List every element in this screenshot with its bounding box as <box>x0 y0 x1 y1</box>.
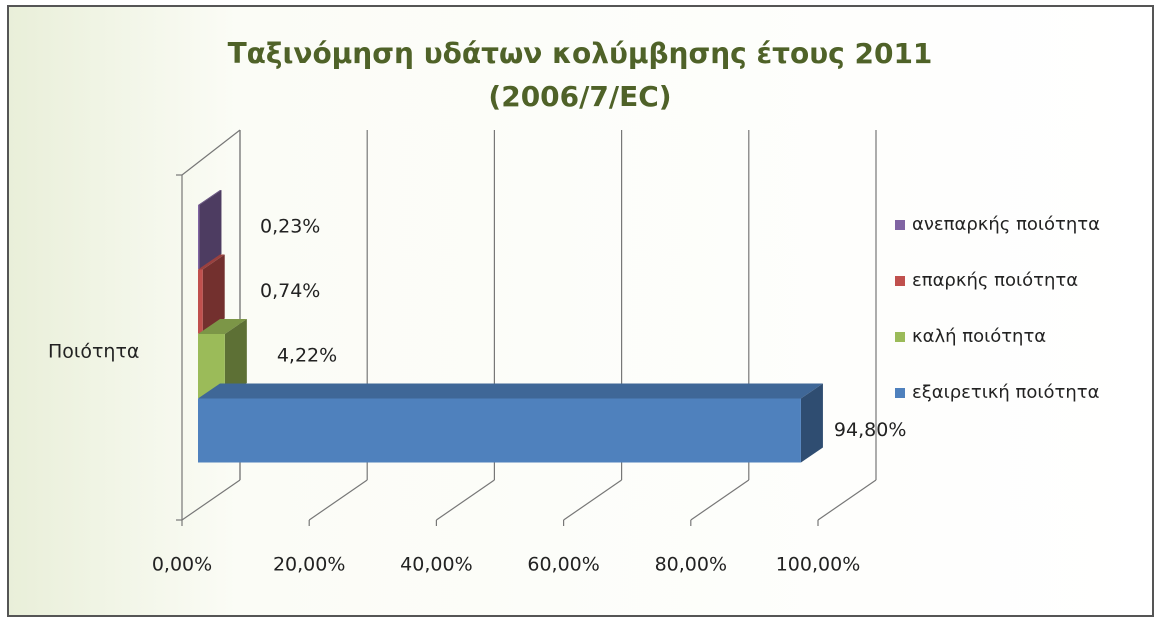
data-label: 94,80% <box>834 419 906 441</box>
bar-top <box>198 383 823 399</box>
chart-title: Ταξινόμηση υδάτων κολύμβησης έτους 2011 <box>228 37 933 70</box>
bar-top <box>198 319 247 334</box>
bar-side <box>199 190 222 269</box>
bar-top <box>198 190 222 205</box>
legend-label: καλή ποιότητα <box>912 326 1046 347</box>
chart-title: (2006/7/EC) <box>488 80 671 113</box>
bar <box>198 269 203 334</box>
bar <box>198 398 801 463</box>
data-label: 0,74% <box>260 280 320 302</box>
bar-side <box>224 319 247 398</box>
floor-line <box>690 479 750 521</box>
bar-side <box>800 383 823 463</box>
floor-line <box>436 479 495 521</box>
bar <box>198 205 200 269</box>
floor-line <box>817 479 877 521</box>
data-label: 4,22% <box>277 345 337 367</box>
legend-swatch <box>895 276 905 286</box>
data-label: 0,23% <box>260 216 320 238</box>
x-tick-label: 0,00% <box>152 554 212 576</box>
legend-swatch <box>895 332 905 342</box>
x-tick-label: 100,00% <box>776 554 861 576</box>
bar-side <box>202 254 225 334</box>
legend-label: επαρκής ποιότητα <box>912 270 1078 291</box>
x-tick-label: 60,00% <box>527 554 599 576</box>
category-label: Ποιότητα <box>48 341 139 363</box>
legend-label: ανεπαρκής ποιότητα <box>912 214 1100 235</box>
x-tick-label: 80,00% <box>655 554 727 576</box>
bar-top <box>198 254 225 270</box>
x-tick-label: 20,00% <box>273 554 345 576</box>
floor-line <box>308 479 368 521</box>
legend-swatch <box>895 220 905 230</box>
x-tick-label: 40,00% <box>400 554 472 576</box>
legend-swatch <box>895 388 905 398</box>
legend-label: εξαιρετική ποιότητα <box>912 382 1099 403</box>
floor-line <box>563 479 622 521</box>
axis-top <box>181 129 241 176</box>
floor-line <box>181 479 241 521</box>
